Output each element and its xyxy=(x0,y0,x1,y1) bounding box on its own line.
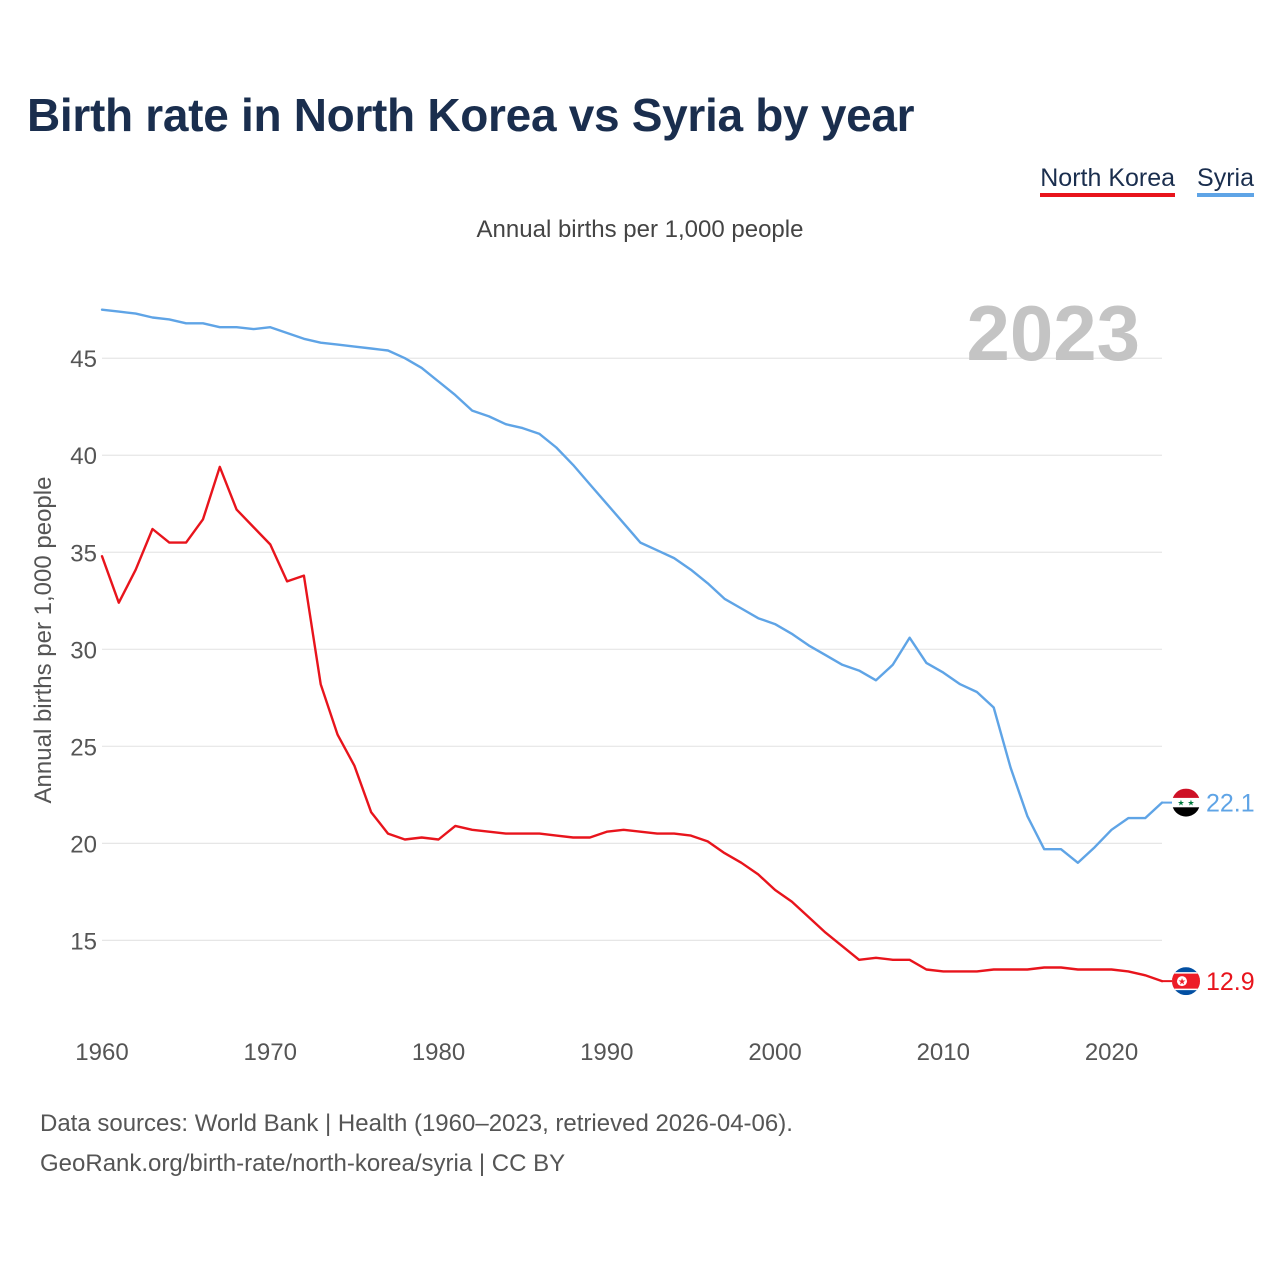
series-lines xyxy=(100,308,1172,983)
y-tick-label: 30 xyxy=(70,637,97,664)
y-tick-label: 45 xyxy=(70,346,97,373)
y-axis-label: Annual births per 1,000 people xyxy=(30,477,57,804)
x-tick-label: 1980 xyxy=(412,1039,465,1066)
legend-item-syria[interactable]: Syria xyxy=(1197,164,1254,197)
x-tick-label: 1970 xyxy=(244,1039,297,1066)
svg-text:★: ★ xyxy=(1178,977,1186,987)
north-korea-line xyxy=(100,465,1164,983)
chart-subtitle: Annual births per 1,000 people xyxy=(476,216,804,243)
current-year-label: 2023 xyxy=(966,289,1140,377)
svg-text:★: ★ xyxy=(1177,799,1184,808)
x-tick-label: 2010 xyxy=(917,1039,970,1066)
legend-item-north-korea[interactable]: North Korea xyxy=(1040,164,1176,197)
footer: Data sources: World Bank | Health (1960–… xyxy=(40,1104,793,1184)
x-tick-label: 1960 xyxy=(75,1039,128,1066)
y-tick-label: 25 xyxy=(70,734,97,761)
north-korea-flag-icon: ★ xyxy=(1172,967,1200,996)
legend: North Korea Syria xyxy=(1040,164,1254,197)
y-tick-label: 40 xyxy=(70,443,97,470)
x-tick-label: 2000 xyxy=(748,1039,801,1066)
svg-text:★: ★ xyxy=(1187,799,1194,808)
footer-url[interactable]: GeoRank.org/birth-rate/north-korea/syria… xyxy=(40,1150,566,1177)
syria-end-value: 22.1 xyxy=(1206,790,1255,818)
syria-flag-icon: ★ ★ xyxy=(1172,788,1200,817)
grid-lines xyxy=(102,357,1162,941)
y-tick-label: 15 xyxy=(70,928,97,955)
y-axis-ticks: 15 20 25 30 35 40 45 xyxy=(70,346,97,955)
x-tick-label: 1990 xyxy=(580,1039,633,1066)
y-tick-label: 20 xyxy=(70,831,97,858)
y-tick-label: 35 xyxy=(70,540,97,567)
syria-line xyxy=(100,308,1164,864)
footer-sources: Data sources: World Bank | Health (1960–… xyxy=(40,1110,793,1137)
north-korea-end-value: 12.9 xyxy=(1206,968,1255,996)
chart-title: Birth rate in North Korea vs Syria by ye… xyxy=(27,89,915,141)
x-tick-label: 2020 xyxy=(1085,1039,1138,1066)
x-axis-ticks: 1960 1970 1980 1990 2000 2010 2020 xyxy=(75,1039,1138,1066)
